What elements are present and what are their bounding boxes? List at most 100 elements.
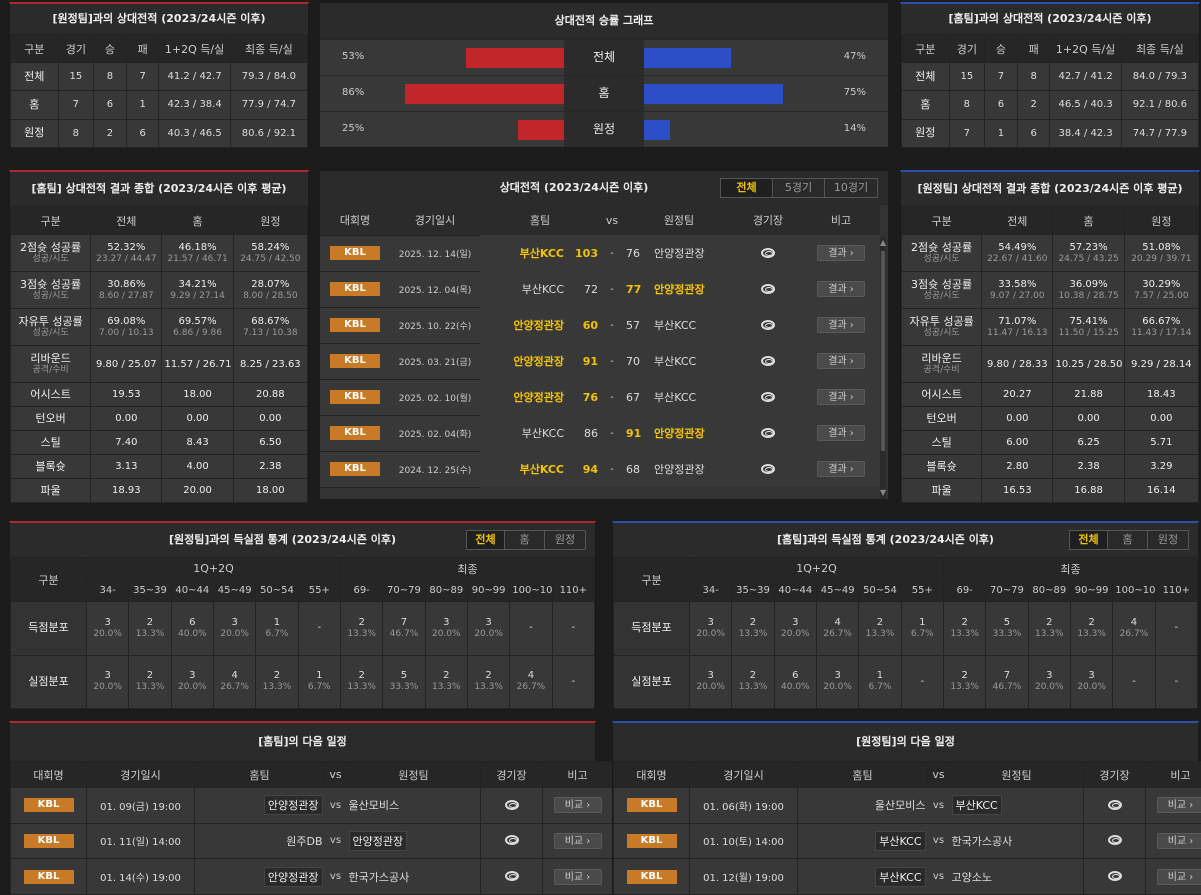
home-team[interactable]: 안양정관장 — [264, 795, 323, 815]
stadium-icon[interactable] — [1108, 835, 1122, 845]
result-button[interactable]: 결과 › — [817, 245, 865, 261]
result-button[interactable]: 결과 › — [817, 281, 865, 297]
stadium-icon[interactable] — [761, 464, 775, 474]
cell-value: 40.3 / 46.5 — [159, 119, 230, 147]
stadium-icon[interactable] — [1108, 871, 1122, 881]
result-button-label: 결과 — [828, 464, 846, 475]
tab-0[interactable]: 전체 — [721, 179, 773, 197]
cell-value: 7.40 — [91, 431, 162, 455]
col-header: 구분 — [11, 35, 59, 63]
right-bar — [644, 120, 670, 140]
result-button[interactable]: 결과 › — [817, 353, 865, 369]
away-cell: 한국가스공사 — [347, 859, 481, 895]
stat-sub: 성공/시도 — [13, 254, 88, 264]
stadium-icon[interactable] — [505, 835, 519, 845]
cell-value: 8 — [949, 91, 985, 119]
tab-1[interactable]: 홈 — [1108, 531, 1148, 549]
stat-detail: 24.75 / 43.25 — [1055, 254, 1121, 265]
result-button[interactable]: 결과 › — [817, 389, 865, 405]
away-team[interactable]: 한국가스공사 — [349, 871, 410, 884]
compare-button[interactable]: 비교 › — [1157, 797, 1201, 813]
home-cell: 울산모비스 — [798, 788, 928, 824]
dist-count: 4 — [512, 670, 549, 682]
stadium-icon[interactable] — [761, 284, 775, 294]
tab-0[interactable]: 전체 — [467, 531, 505, 549]
dist-count: 1 — [258, 617, 295, 629]
home-team[interactable]: 안양정관장 — [264, 867, 323, 887]
cell-value: 8 — [1017, 63, 1050, 91]
away-team[interactable]: 안양정관장 — [349, 831, 408, 851]
cell-value: 34.21%9.29 / 27.14 — [162, 272, 233, 309]
stat-main: 0.00 — [93, 412, 159, 425]
compare-button[interactable]: 비교 › — [1157, 869, 1201, 885]
result-button[interactable]: 결과 › — [817, 317, 865, 333]
league-badge[interactable]: KBL — [330, 246, 380, 260]
stat-detail: 22.67 / 41.60 — [984, 254, 1050, 265]
home-team[interactable]: 원주DB — [286, 835, 322, 848]
tab-1[interactable]: 홈 — [505, 531, 545, 549]
away-team[interactable]: 한국가스공사 — [952, 835, 1013, 848]
tab-0[interactable]: 전체 — [1070, 531, 1108, 549]
stadium-icon[interactable] — [761, 392, 775, 402]
range-header: 35~39 — [129, 580, 171, 602]
result-button[interactable]: 결과 › — [817, 425, 865, 441]
stat-name: 3점슛 성공률 — [904, 279, 979, 291]
home-team[interactable]: 부산KCC — [875, 867, 925, 887]
compare-button[interactable]: 비교 › — [554, 797, 602, 813]
away-team[interactable]: 울산모비스 — [349, 799, 400, 812]
league-badge[interactable]: KBL — [24, 870, 74, 884]
stadium-icon[interactable] — [505, 800, 519, 810]
stadium-icon[interactable] — [1108, 800, 1122, 810]
h2h-scroll-thumb[interactable] — [881, 251, 885, 451]
league-badge[interactable]: KBL — [627, 798, 677, 812]
tab-2[interactable]: 10경기 — [825, 179, 877, 197]
league-badge[interactable]: KBL — [24, 834, 74, 848]
league-badge[interactable]: KBL — [330, 462, 380, 476]
dist-count: - — [555, 622, 592, 634]
dist-count: 3 — [1031, 670, 1068, 682]
h2h-scroll-up-icon[interactable]: ▲ — [880, 239, 886, 247]
cell-value: 38.4 / 42.3 — [1050, 119, 1121, 147]
dist-count: 4 — [819, 617, 856, 629]
tab-1[interactable]: 5경기 — [773, 179, 825, 197]
home-team[interactable]: 부산KCC — [875, 831, 925, 851]
stadium-icon[interactable] — [761, 356, 775, 366]
stat-detail: 9.29 / 27.14 — [164, 291, 230, 302]
cell-value: 77.9 / 74.7 — [230, 91, 307, 119]
stadium-icon[interactable] — [505, 871, 519, 881]
league-badge[interactable]: KBL — [24, 798, 74, 812]
league-badge[interactable]: KBL — [330, 426, 380, 440]
away-team[interactable]: 고양소노 — [952, 871, 992, 884]
compare-button[interactable]: 비교 › — [554, 833, 602, 849]
home-team[interactable]: 울산모비스 — [875, 799, 926, 812]
compare-button[interactable]: 비교 › — [554, 869, 602, 885]
league-badge[interactable]: KBL — [330, 318, 380, 332]
away-team[interactable]: 부산KCC — [952, 795, 1002, 815]
tab-2[interactable]: 원정 — [545, 531, 585, 549]
league-badge[interactable]: KBL — [627, 870, 677, 884]
h2h-scrollbar[interactable]: ▲ ▼ — [880, 237, 886, 499]
stadium-icon[interactable] — [761, 248, 775, 258]
stadium-icon[interactable] — [761, 320, 775, 330]
stat-main: 2.38 — [236, 460, 305, 473]
league-badge[interactable]: KBL — [330, 354, 380, 368]
league-badge[interactable]: KBL — [627, 834, 677, 848]
h2h-scroll-down-icon[interactable]: ▼ — [880, 489, 886, 497]
tab-2[interactable]: 원정 — [1148, 531, 1188, 549]
dist-percent: 20.0% — [1073, 682, 1110, 693]
result-button[interactable]: 결과 › — [817, 461, 865, 477]
stadium-icon[interactable] — [761, 428, 775, 438]
compare-button-label: 비교 — [565, 836, 583, 847]
league-badge[interactable]: KBL — [330, 282, 380, 296]
stat-name: 3점슛 성공률 — [13, 279, 88, 291]
stat-name: 스틸 — [13, 437, 88, 449]
league-badge[interactable]: KBL — [330, 390, 380, 404]
compare-button[interactable]: 비교 › — [1157, 833, 1201, 849]
league-cell: KBL — [320, 307, 390, 343]
